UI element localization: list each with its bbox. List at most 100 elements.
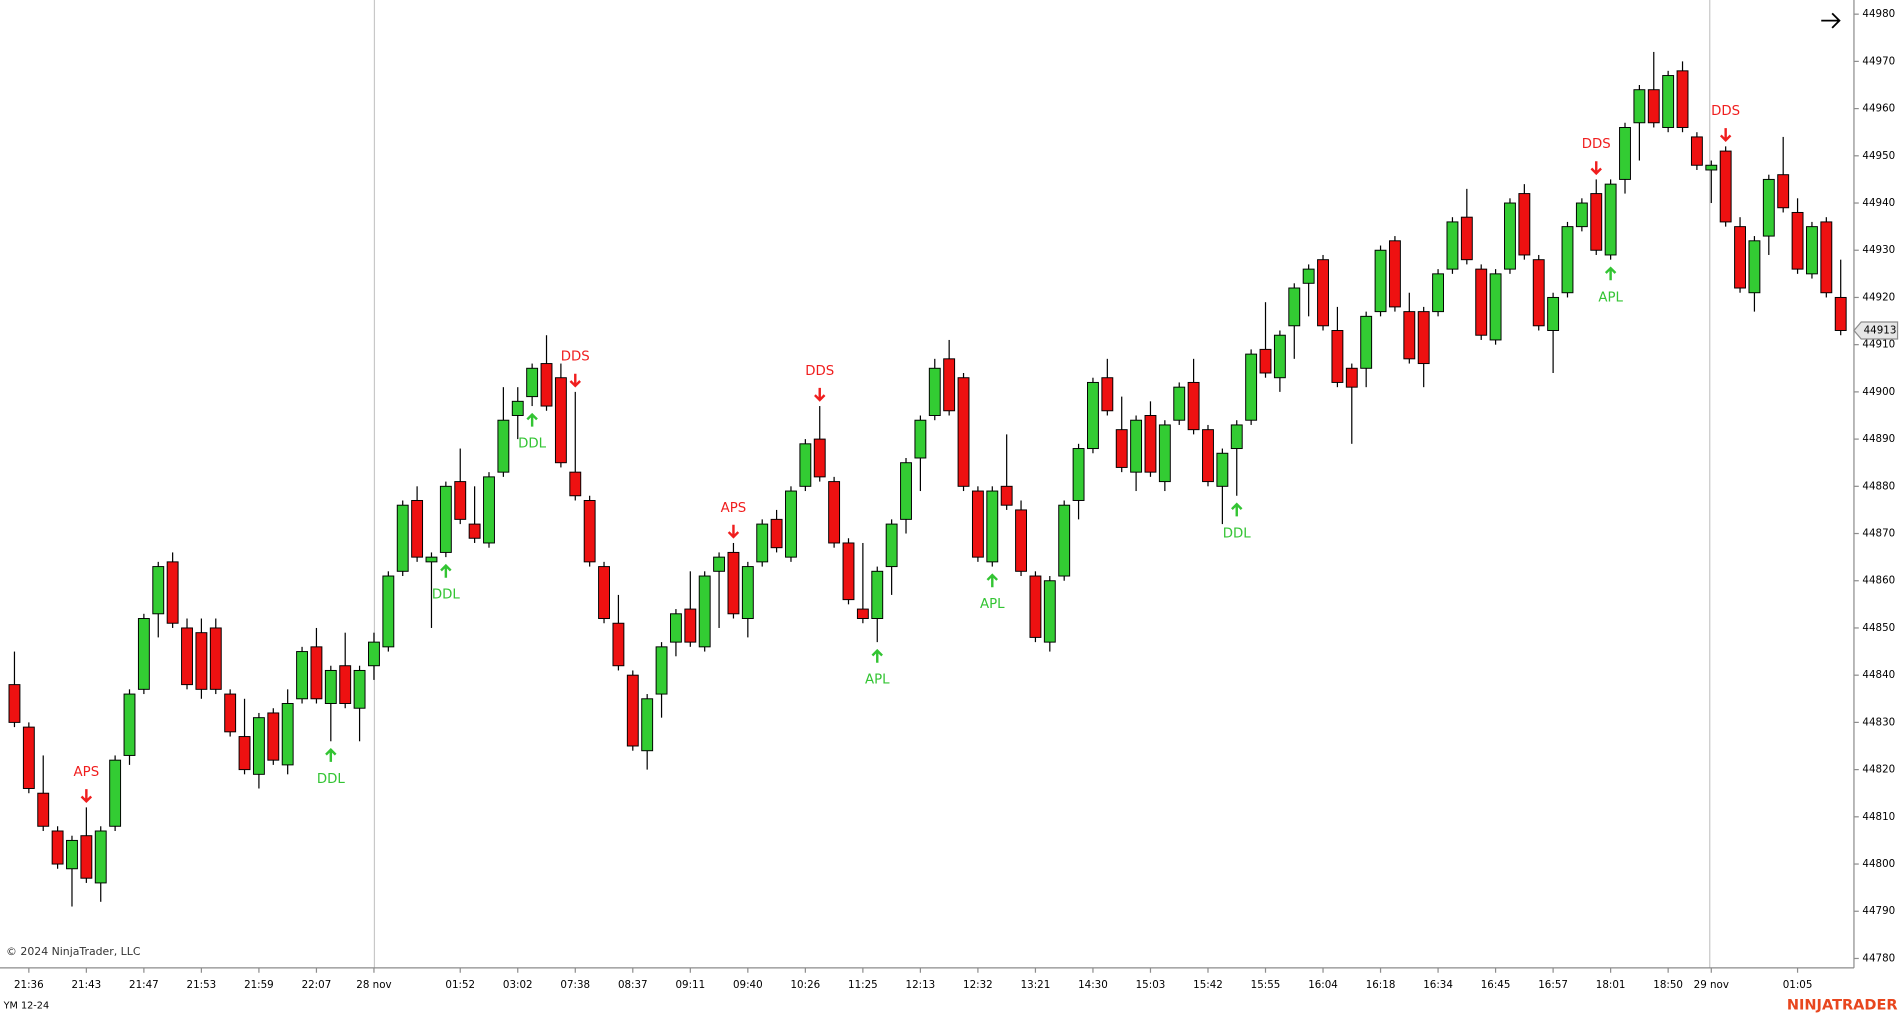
candle-body (1202, 429, 1214, 483)
x-tick-label: 01:05 (1783, 979, 1813, 991)
y-tick-label: 44930 (1862, 244, 1895, 256)
candle-body (971, 490, 984, 558)
candle-body (1777, 174, 1790, 209)
candle-body (1230, 424, 1243, 450)
candle-body (626, 674, 639, 747)
y-tick-label: 44860 (1862, 575, 1895, 587)
x-tick-label: 29 nov (1694, 979, 1729, 991)
candle-body (22, 726, 35, 789)
signal-arrow (526, 412, 538, 427)
candle-body (1662, 75, 1675, 128)
x-tick-label: 16:57 (1538, 979, 1568, 991)
candle-body (655, 646, 668, 695)
candle-body (181, 627, 193, 686)
signal-arrow (325, 748, 337, 762)
candle-body (842, 542, 855, 601)
candle-body (1101, 377, 1114, 412)
signal-label: APL (865, 673, 890, 688)
x-tick-label: 16:45 (1481, 979, 1511, 991)
candle-body (1647, 89, 1660, 124)
candle-body (554, 377, 567, 464)
signal-label: APS (721, 501, 747, 516)
signal-label: DDS (561, 350, 590, 365)
x-tick-label: 28 nov (356, 979, 391, 991)
x-tick-label: 01:52 (445, 979, 475, 991)
candle-body (267, 712, 280, 761)
signal-arrow (727, 524, 740, 539)
candle-body (94, 830, 107, 884)
candle-body (1015, 509, 1027, 572)
x-tick-label: 15:55 (1251, 979, 1281, 991)
candle-body (37, 792, 50, 827)
x-tick-label: 21:59 (244, 979, 274, 991)
y-tick-label: 44780 (1862, 952, 1895, 964)
x-tick-label: 16:18 (1366, 979, 1396, 991)
candle-body (885, 523, 898, 568)
y-tick-label: 44840 (1862, 669, 1895, 681)
y-tick-label: 44830 (1862, 716, 1895, 728)
candle-body (1518, 193, 1531, 256)
candle-body (612, 622, 625, 667)
candle-body (871, 570, 884, 620)
last-price-label: 44913 (1864, 325, 1897, 337)
y-tick-label: 44910 (1862, 339, 1895, 351)
candle-body (1575, 202, 1588, 228)
signal-label: DDS (1711, 104, 1740, 119)
y-tick-label: 44800 (1862, 858, 1895, 870)
x-tick-label: 21:47 (129, 979, 159, 991)
y-tick-label: 44950 (1862, 150, 1895, 162)
signal-arrow (1604, 266, 1617, 281)
signal-label: DDL (1223, 526, 1252, 541)
candle-body (1072, 448, 1085, 501)
x-tick-label: 10:26 (791, 979, 821, 991)
candle-body (1087, 381, 1099, 450)
x-tick-label: 07:38 (560, 979, 590, 991)
candle-body (1719, 150, 1732, 223)
candle-body (1619, 126, 1631, 180)
candle-body (80, 835, 93, 879)
candle-body (1216, 452, 1229, 487)
candle-body (1504, 202, 1516, 270)
candle-body (1532, 259, 1545, 327)
candle-body (1417, 311, 1430, 365)
candle-body (123, 693, 136, 756)
x-tick-label: 03:02 (503, 979, 533, 991)
signal-label: DDS (1582, 137, 1611, 152)
candle-body (468, 523, 481, 539)
x-tick-label: 18:01 (1596, 979, 1626, 991)
x-tick-label: 22:07 (302, 979, 332, 991)
candle-body (540, 363, 553, 407)
candle-body (224, 693, 237, 733)
candle-body (497, 419, 510, 473)
candle-body (770, 518, 783, 549)
candle-body (1734, 226, 1746, 289)
x-tick-label: 21:36 (14, 979, 44, 991)
candle-body (368, 641, 380, 667)
candle-body (900, 462, 912, 520)
candle-body (1432, 273, 1445, 313)
candle-body (1130, 419, 1143, 473)
candle-body (1317, 259, 1329, 327)
candle-body (1547, 296, 1560, 331)
candle-body (986, 490, 999, 563)
instrument: YM 12-24 (3, 1001, 49, 1012)
signal-arrow (871, 648, 883, 663)
brand-logo: NINJATRADER (1787, 998, 1898, 1014)
candle-body (1806, 226, 1818, 275)
candle-body (641, 698, 654, 752)
navigate-arrow[interactable] (1821, 12, 1841, 29)
candle-body (1762, 178, 1775, 237)
candle-body (137, 618, 150, 690)
y-tick-label: 44960 (1862, 103, 1895, 115)
copyright: © 2024 NinjaTrader, LLC (6, 945, 141, 958)
x-tick-label: 11:25 (848, 979, 878, 991)
y-tick-label: 44790 (1862, 905, 1895, 917)
x-tick-label: 16:34 (1423, 979, 1453, 991)
candle-body (684, 608, 697, 643)
candle-body (1676, 70, 1689, 128)
x-tick-label: 15:03 (1136, 979, 1166, 991)
candle-body (310, 646, 323, 700)
candle-body (425, 556, 438, 563)
signal-label: DDS (805, 364, 834, 379)
candle-body (669, 613, 682, 643)
